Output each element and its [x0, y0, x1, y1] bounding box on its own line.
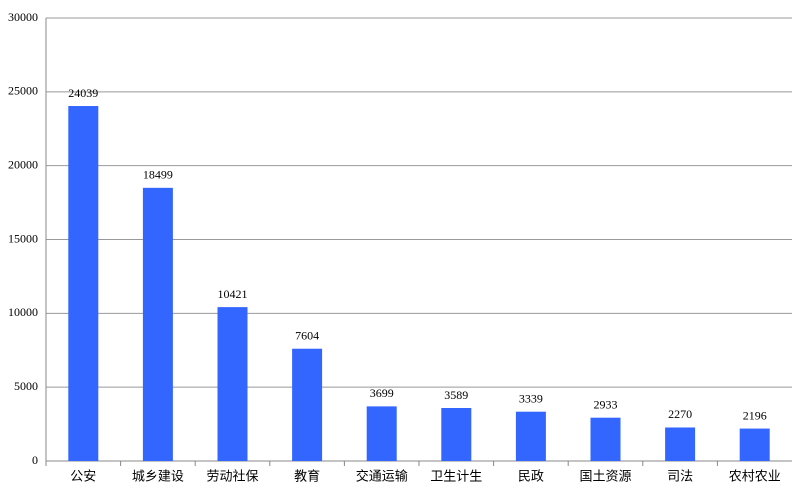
data-label: 18499 — [143, 168, 173, 182]
data-label: 2270 — [668, 407, 692, 421]
y-tick-label: 15000 — [8, 231, 38, 245]
bar — [515, 411, 546, 461]
y-tick-label: 25000 — [8, 84, 38, 98]
bar — [590, 417, 621, 461]
data-label: 7604 — [295, 328, 319, 342]
data-label: 3339 — [519, 391, 543, 405]
bar — [142, 187, 173, 462]
data-label: 10421 — [218, 287, 248, 301]
bar — [292, 348, 323, 461]
y-tick-label: 30000 — [8, 10, 38, 24]
y-tick-label: 5000 — [14, 379, 38, 393]
y-tick-label: 10000 — [8, 305, 38, 319]
x-tick-label: 交通运输 — [356, 469, 408, 485]
bar — [739, 428, 770, 461]
x-tick-label: 劳动社保 — [206, 469, 258, 485]
data-label: 3699 — [370, 386, 394, 400]
data-label: 2933 — [594, 397, 618, 411]
bar — [366, 406, 397, 461]
y-tick-label: 0 — [32, 453, 38, 467]
x-tick-label: 公安 — [70, 470, 96, 485]
bar — [217, 307, 248, 461]
x-tick-label: 教育 — [294, 469, 320, 485]
x-tick-label: 国土资源 — [579, 470, 631, 485]
y-tick-label: 20000 — [8, 157, 38, 171]
data-label: 24039 — [68, 86, 98, 100]
data-label: 2196 — [743, 408, 767, 422]
bar — [68, 106, 99, 461]
x-tick-label: 卫生计生 — [430, 470, 482, 485]
x-tick-label: 民政 — [518, 470, 544, 485]
x-tick-label: 司法 — [667, 470, 693, 485]
bar — [441, 408, 472, 461]
data-label: 3589 — [444, 388, 468, 402]
x-tick-label: 城乡建设 — [132, 470, 184, 485]
bar — [665, 427, 696, 461]
x-tick-label: 农村农业 — [729, 470, 781, 485]
